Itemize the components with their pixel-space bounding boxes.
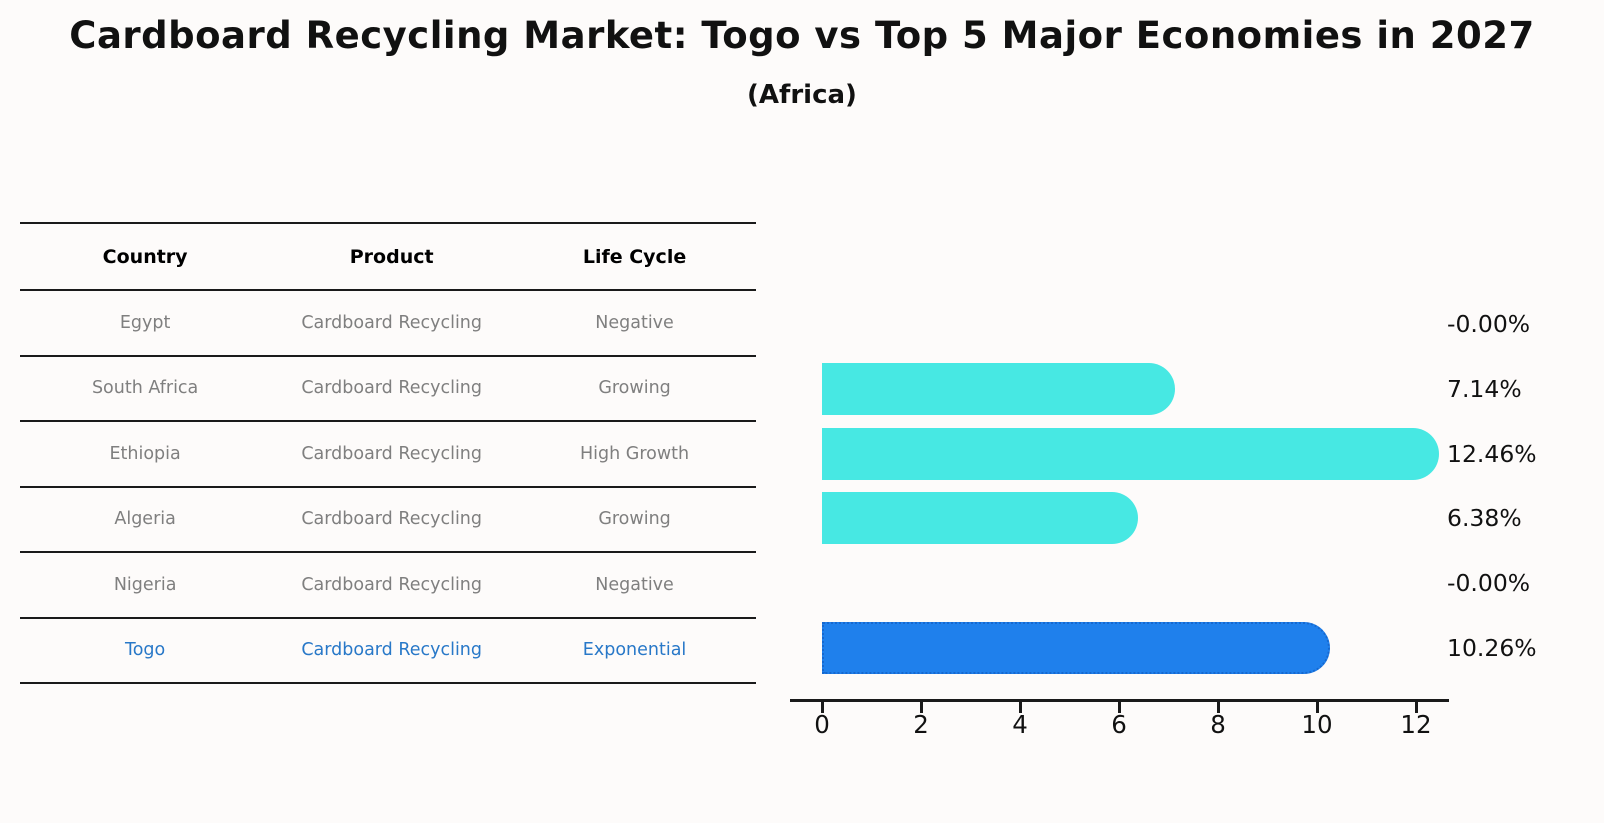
x-axis-tick [821,702,824,713]
cell-product: Cardboard Recycling [301,574,483,595]
cell-country: Egypt [119,312,171,333]
x-axis-tick [1118,702,1121,713]
value-label-algeria: 6.38% [1447,504,1522,533]
bar-algeria [822,492,1138,545]
value-label-south-africa: 7.14% [1447,374,1522,403]
cell-country: Ethiopia [109,443,181,464]
cell-country: South Africa [91,378,199,399]
column-header-product: Product [349,245,434,268]
table-row-south-africa: South Africa Cardboard Recycling Growing [20,357,756,422]
cell-life-cycle: Negative [595,574,674,595]
country-table: Country Product Life Cycle Egypt Cardboa… [20,222,756,684]
table-row-algeria: Algeria Cardboard Recycling Growing [20,488,756,553]
bar-togo [822,622,1330,674]
x-axis-tick [1415,702,1418,713]
cell-product: Cardboard Recycling [301,640,483,661]
value-label-ethiopia: 12.46% [1447,439,1537,468]
x-axis-tick-label: 8 [1210,710,1226,739]
table-row-togo: Togo Cardboard Recycling Exponential [20,619,756,684]
cell-life-cycle: Negative [595,312,674,333]
table-row-nigeria: Nigeria Cardboard Recycling Negative [20,553,756,619]
bar-south-africa [822,362,1176,415]
cell-product: Cardboard Recycling [301,509,483,530]
x-axis-tick [1316,702,1319,713]
x-axis-tick-label: 0 [814,710,830,739]
cell-life-cycle: Growing [598,509,671,530]
x-axis-tick-label: 6 [1111,710,1127,739]
cell-life-cycle: Growing [598,378,671,399]
chart-subtitle: (Africa) [747,80,857,110]
chart-title: Cardboard Recycling Market: Togo vs Top … [69,14,1535,57]
table-row-ethiopia: Ethiopia Cardboard Recycling High Growth [20,422,756,488]
x-axis-tick-label: 4 [1012,710,1028,739]
x-axis-tick [920,702,923,713]
cell-country: Algeria [114,509,176,530]
cell-country: Togo [124,640,166,661]
cell-product: Cardboard Recycling [301,378,483,399]
cell-life-cycle: High Growth [579,443,690,464]
x-axis-tick [1217,702,1220,713]
x-axis-tick-label: 2 [913,710,929,739]
table-row-egypt: Egypt Cardboard Recycling Negative [20,291,756,357]
x-axis-tick-label: 12 [1400,710,1432,739]
value-label-nigeria: -0.00% [1447,569,1531,598]
x-axis-tick-label: 10 [1301,710,1333,739]
cell-life-cycle: Exponential [582,640,687,661]
column-header-lifecycle: Life Cycle [582,245,687,268]
value-label-togo: 10.26% [1447,634,1537,662]
x-axis [790,699,1449,702]
value-label-egypt: -0.00% [1447,310,1531,338]
x-axis-tick [1019,702,1022,713]
cell-product: Cardboard Recycling [301,312,483,333]
cell-product: Cardboard Recycling [301,443,483,464]
table-header-row: Country Product Life Cycle [20,224,756,291]
column-header-country: Country [102,245,188,268]
bar-ethiopia [822,427,1439,480]
cell-country: Nigeria [113,574,177,595]
